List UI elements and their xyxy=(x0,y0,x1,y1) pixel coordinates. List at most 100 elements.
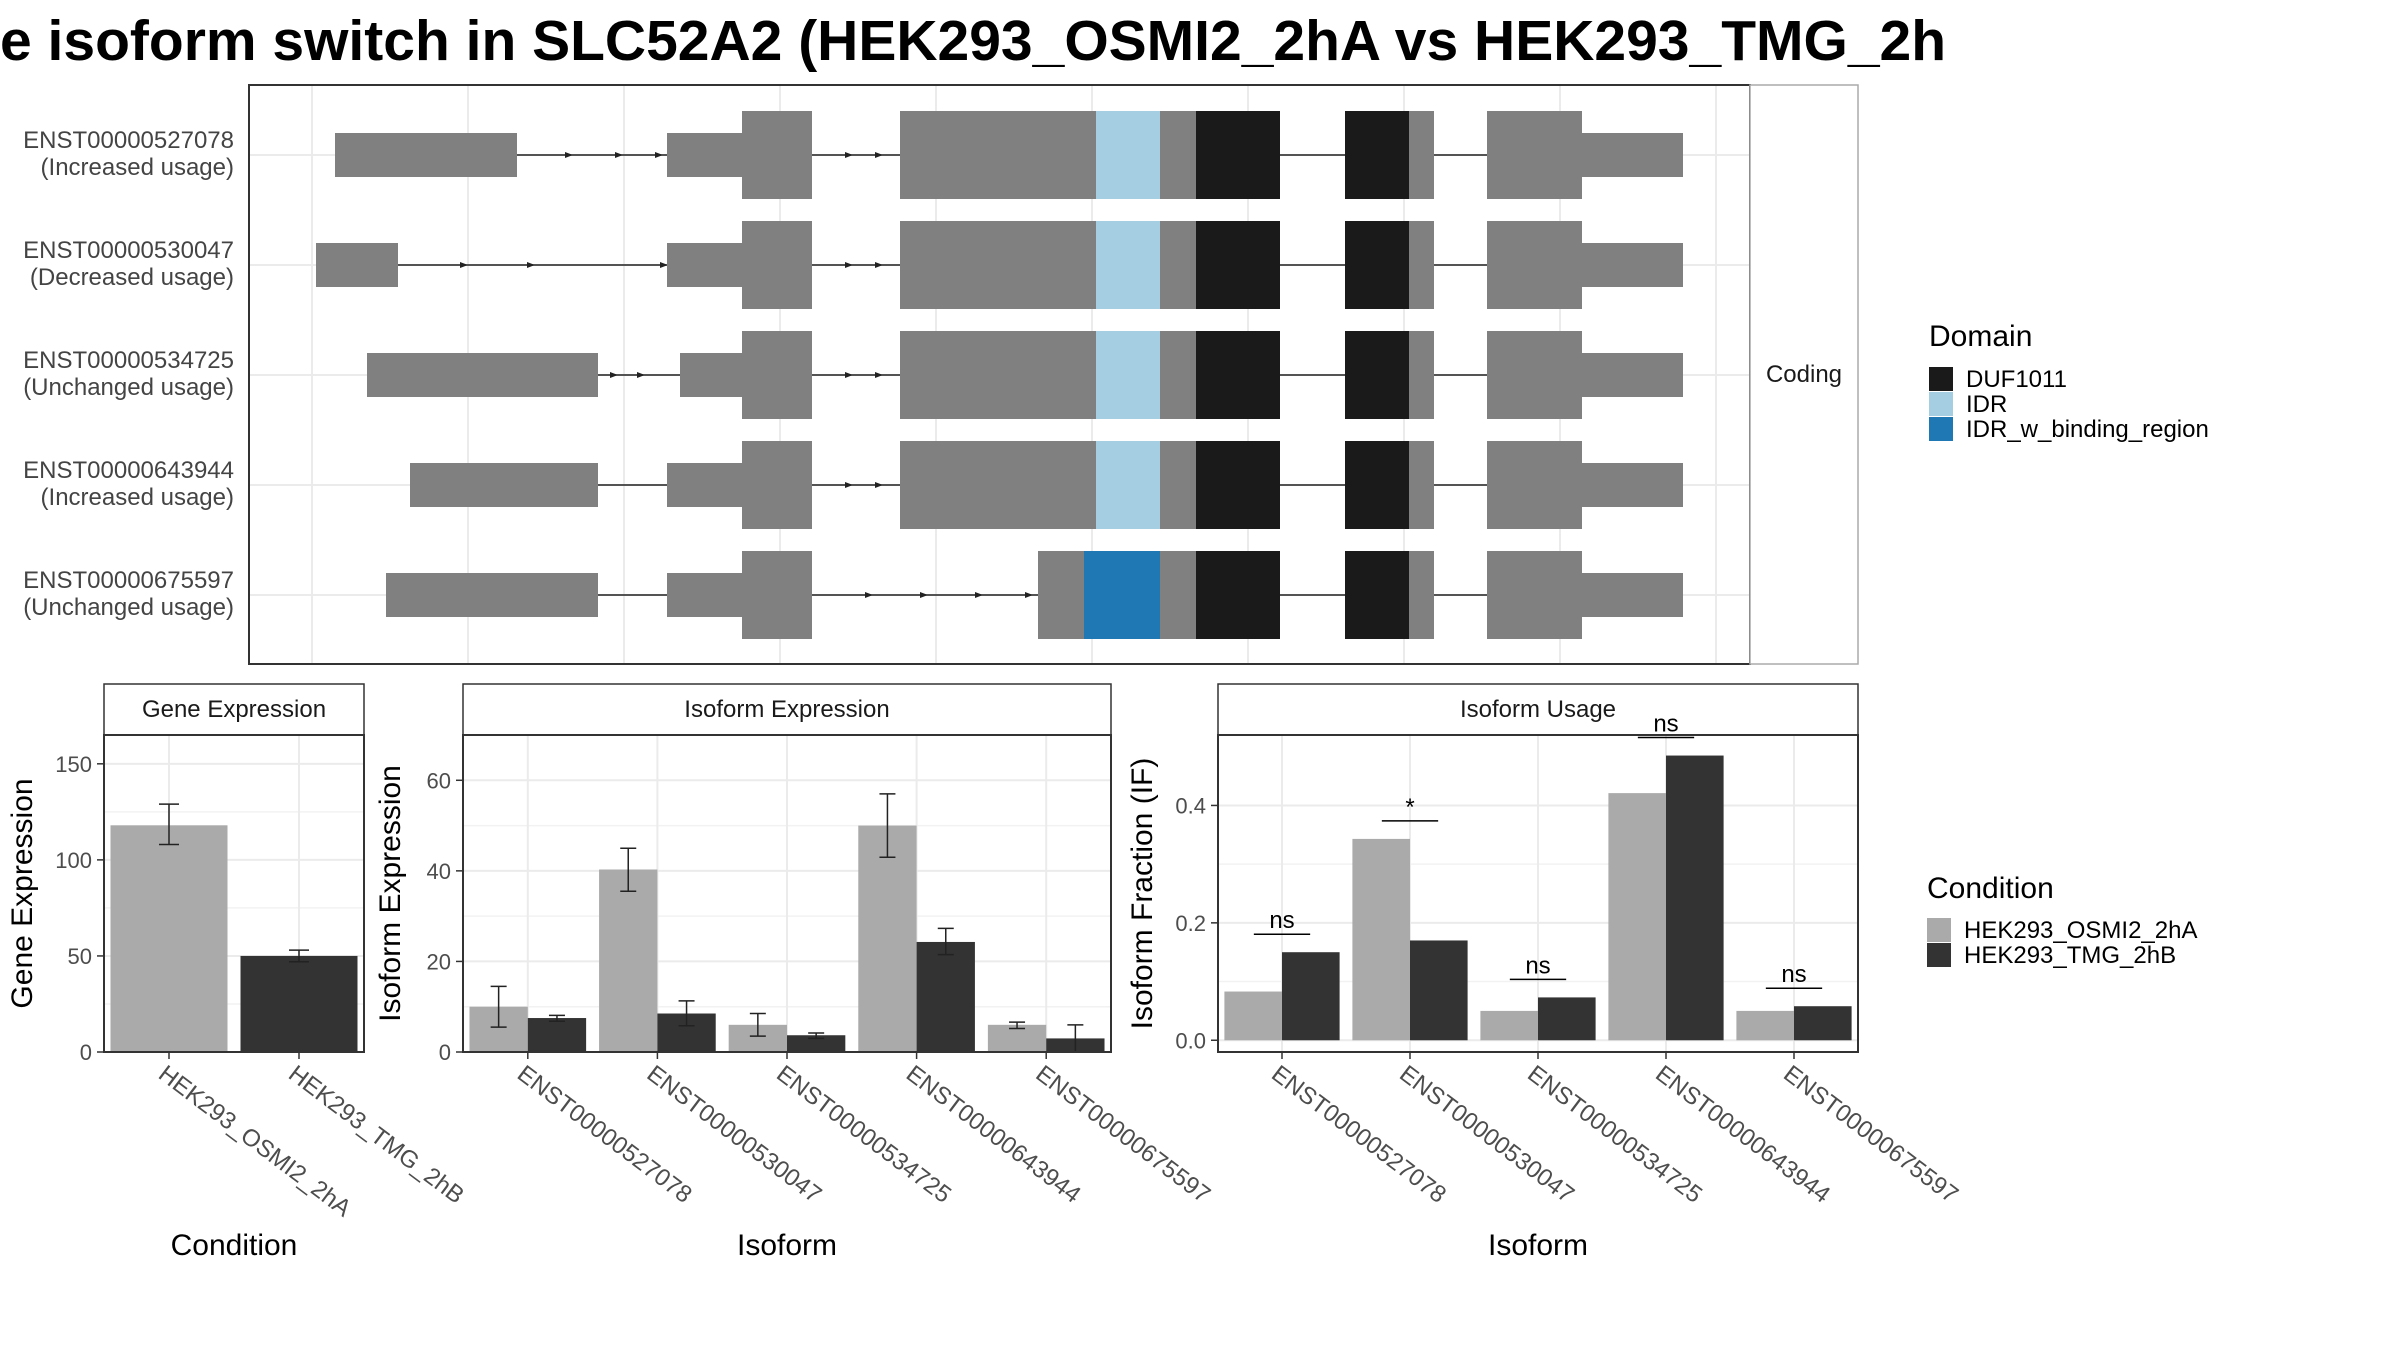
domain-legend-label: DUF1011 xyxy=(1966,366,2067,393)
exon-utr xyxy=(335,133,517,177)
page-title: e isoform switch in SLC52A2 (HEK293_OSMI… xyxy=(0,9,1947,73)
x-axis-title: Isoform xyxy=(1488,1229,1588,1262)
significance-label: * xyxy=(1405,794,1414,821)
y-tick-label: 0.4 xyxy=(1175,793,1206,818)
y-tick-label: 0 xyxy=(80,1040,92,1065)
panel-title: Isoform Usage xyxy=(1460,696,1616,723)
error-bar xyxy=(1009,1021,1026,1030)
intron-arrow xyxy=(460,262,468,268)
domain-duf1011 xyxy=(1196,331,1280,419)
intron-arrow xyxy=(845,372,853,378)
transcript-id-label: ENST00000530047 xyxy=(23,237,234,264)
exon-cds xyxy=(1409,221,1434,309)
bar xyxy=(1794,1006,1852,1041)
error-bar xyxy=(159,803,179,846)
intron-arrow xyxy=(845,482,853,488)
bar xyxy=(1736,1010,1794,1041)
exon-utr xyxy=(1582,573,1683,617)
domain-duf1011 xyxy=(1196,111,1280,199)
domain-duf1011 xyxy=(1345,331,1409,419)
intron-arrow xyxy=(637,372,645,378)
domain-legend-key xyxy=(1929,417,1953,441)
exon-cds xyxy=(742,331,812,419)
error-bar xyxy=(808,1032,825,1040)
bar xyxy=(787,1035,846,1052)
exon-utr xyxy=(1582,463,1683,507)
transcript-id-label: ENST00000643944 xyxy=(23,457,234,484)
condition-legend-key xyxy=(1927,918,1951,942)
facet-label: Coding xyxy=(1766,361,1842,388)
transcript-id-label: ENST00000527078 xyxy=(23,127,234,154)
domain-legend-title: Domain xyxy=(1929,320,2032,353)
domain-legend-key xyxy=(1929,367,1953,391)
significance-label: ns xyxy=(1525,952,1550,979)
bar xyxy=(110,825,228,1052)
domain-legend-key xyxy=(1929,392,1953,416)
exon-utr xyxy=(667,573,742,617)
y-axis-title: Gene Expression xyxy=(6,778,39,1008)
exon-cds xyxy=(742,111,812,199)
intron-arrow xyxy=(615,152,623,158)
bar xyxy=(527,1018,587,1052)
panel-border xyxy=(103,734,365,1053)
x-axis-title: Isoform xyxy=(737,1229,837,1262)
domain-idr xyxy=(1096,221,1160,309)
exon-utr xyxy=(410,463,598,507)
transcript-usage-label: (Decreased usage) xyxy=(30,264,234,291)
exon-utr xyxy=(367,353,598,397)
error-bar xyxy=(879,793,896,859)
bar xyxy=(1608,793,1666,1041)
panel-strip xyxy=(462,683,1112,736)
domain-duf1011 xyxy=(1196,221,1280,309)
domain-idr xyxy=(1096,331,1160,419)
intron-arrow xyxy=(610,372,618,378)
y-axis-title: Isoform Expression xyxy=(374,765,407,1022)
y-tick-label: 150 xyxy=(55,752,92,777)
transcript-usage-label: (Increased usage) xyxy=(41,484,234,511)
intron-arrow xyxy=(875,482,883,488)
intron-arrow xyxy=(1025,592,1033,598)
exon-cds xyxy=(1487,221,1582,309)
intron-arrow xyxy=(865,592,873,598)
y-tick-label: 0 xyxy=(439,1040,451,1065)
domain-duf1011 xyxy=(1345,111,1409,199)
exon-cds xyxy=(1487,551,1582,639)
bar xyxy=(858,825,917,1052)
exon-utr xyxy=(1582,133,1683,177)
error-bar xyxy=(620,847,637,892)
y-tick-label: 100 xyxy=(55,848,92,873)
exon-cds xyxy=(1409,551,1434,639)
panel-title: Gene Expression xyxy=(142,696,326,723)
panel-title: Isoform Expression xyxy=(684,696,889,723)
bar xyxy=(1480,1010,1538,1041)
intron-arrow xyxy=(875,152,883,158)
exon-cds xyxy=(742,221,812,309)
y-tick-label: 0.0 xyxy=(1175,1028,1206,1053)
intron-arrow xyxy=(655,152,663,158)
bar xyxy=(1666,755,1724,1041)
y-tick-label: 0.2 xyxy=(1175,911,1206,936)
domain-duf1011 xyxy=(1196,441,1280,529)
domain-idr-w-binding-region xyxy=(1084,551,1160,639)
y-tick-label: 40 xyxy=(427,859,451,884)
domain-duf1011 xyxy=(1345,221,1409,309)
error-bar xyxy=(490,985,507,1028)
domain-legend-label: IDR xyxy=(1966,391,2007,418)
intron-arrow xyxy=(565,152,573,158)
exon-cds xyxy=(1487,331,1582,419)
transcript-usage-label: (Unchanged usage) xyxy=(23,374,234,401)
intron-arrow xyxy=(875,262,883,268)
intron-arrow xyxy=(660,262,668,268)
condition-legend-title: Condition xyxy=(1927,872,2054,905)
bar xyxy=(1282,952,1340,1041)
bar xyxy=(1352,838,1410,1041)
intron-arrow xyxy=(875,372,883,378)
exon-cds xyxy=(1409,111,1434,199)
error-bar xyxy=(548,1014,565,1022)
domain-legend-label: IDR_w_binding_region xyxy=(1966,416,2209,443)
domain-duf1011 xyxy=(1196,551,1280,639)
intron-arrow xyxy=(920,592,928,598)
exon-cds xyxy=(742,441,812,529)
transcript-id-label: ENST00000534725 xyxy=(23,347,234,374)
